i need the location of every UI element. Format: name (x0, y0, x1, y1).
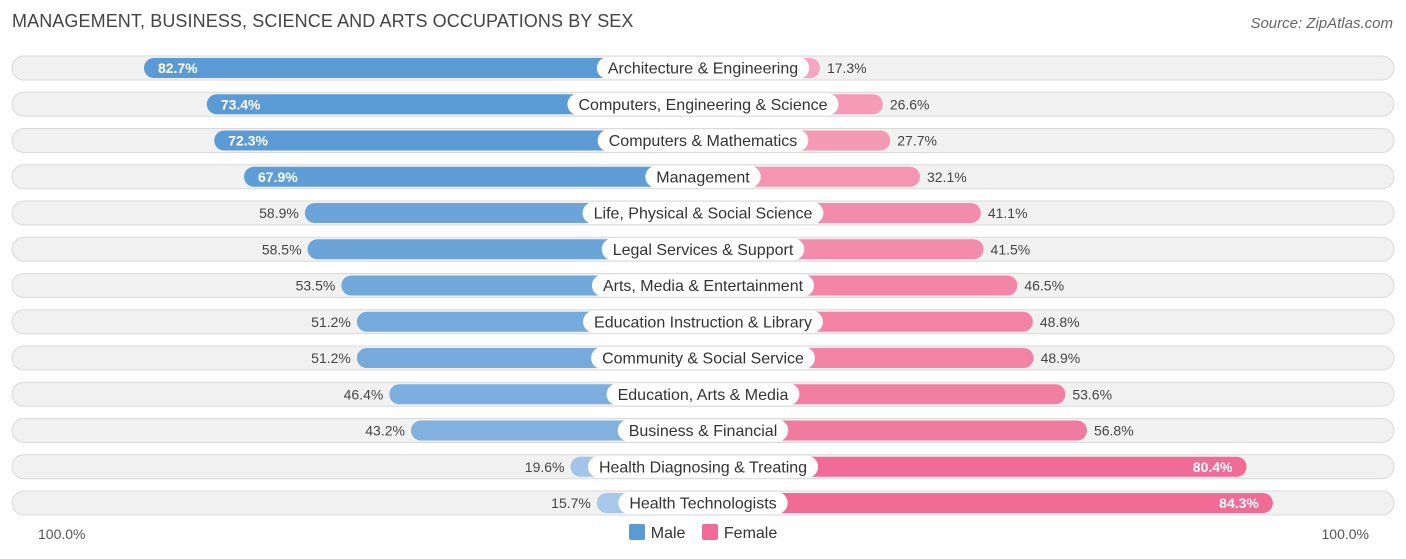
value-label-female: 41.5% (991, 241, 1031, 257)
value-label-male: 19.6% (525, 459, 565, 475)
value-label-female: 48.8% (1040, 314, 1080, 330)
value-label-female: 32.1% (927, 169, 967, 185)
category-pill (591, 274, 815, 297)
chart-row: 58.5% 41.5% Legal Services & Support (11, 236, 1395, 262)
axis-right-label: 100.0% (1321, 526, 1369, 542)
value-label-male: 53.5% (296, 278, 336, 294)
value-label-male: 58.9% (259, 205, 299, 221)
category-label: Education Instruction & Library (594, 314, 812, 331)
category-label: Computers, Engineering & Science (578, 97, 827, 114)
value-label-female: 53.6% (1072, 386, 1112, 402)
value-label-male: 73.4% (221, 96, 261, 112)
category-pill (583, 310, 823, 333)
category-pill (567, 93, 839, 116)
category-label: Arts, Media & Entertainment (603, 278, 804, 295)
value-label-male: 51.2% (311, 350, 351, 366)
category-label: Education, Arts & Media (618, 387, 789, 404)
value-label-male: 67.9% (258, 169, 298, 185)
chart-row: 51.2% 48.9% Community & Social Service (11, 345, 1395, 371)
bar-female (703, 493, 1273, 513)
chart-row: 15.7% 84.3% Health Technologists (11, 490, 1395, 516)
legend-item-male: Male (628, 524, 686, 543)
bar-male (243, 166, 703, 187)
category-label: Legal Services & Support (613, 242, 794, 259)
legend: Male Female (0, 524, 1406, 543)
bar-male (214, 130, 703, 151)
category-label: Architecture & Engineering (608, 61, 798, 78)
value-label-male: 82.7% (158, 60, 198, 76)
category-pill (582, 202, 824, 224)
category-label: Computers & Mathematics (609, 133, 798, 150)
category-label: Business & Financial (629, 423, 778, 440)
category-pill (597, 129, 809, 152)
chart-row: 19.6% 80.4% Health Diagnosing & Treating (11, 454, 1395, 480)
value-label-female: 41.1% (988, 205, 1028, 221)
category-label: Health Diagnosing & Treating (599, 459, 807, 476)
value-label-female: 17.3% (827, 60, 867, 76)
source-note: Source: ZipAtlas.com (1250, 15, 1393, 32)
value-label-male: 15.7% (551, 495, 591, 511)
value-label-male: 72.3% (228, 133, 268, 149)
legend-swatch-female (701, 524, 718, 540)
chart-row: 43.2% 56.8% Business & Financial (11, 418, 1395, 443)
value-label-male: 51.2% (311, 314, 351, 330)
category-pill (645, 165, 761, 188)
value-label-female: 84.3% (1219, 495, 1259, 511)
chart-row: 73.4% 26.6% Computers, Engineering & Scien… (11, 91, 1395, 117)
legend-item-female: Female (701, 524, 778, 543)
chart-row: 58.9% 41.1% Life, Physical & Social Scienc… (11, 200, 1395, 226)
value-label-male: 46.4% (344, 386, 384, 402)
chart-title: MANAGEMENT, BUSINESS, SCIENCE AND ARTS O… (12, 11, 634, 31)
category-pill (596, 57, 810, 79)
value-label-female: 56.8% (1094, 423, 1134, 439)
chart-row: 82.7% 17.3% Architecture & Engineering (11, 55, 1395, 81)
category-label: Health Technologists (629, 496, 776, 513)
bar-male (143, 58, 703, 78)
value-label-female: 80.4% (1193, 459, 1233, 475)
chart-row: 72.3% 27.7% Computers & Mathematics (11, 128, 1395, 153)
legend-label-male: Male (650, 525, 686, 542)
bar-female (703, 456, 1247, 477)
value-label-female: 46.5% (1024, 278, 1064, 294)
bar-female (703, 420, 1087, 441)
value-label-female: 48.9% (1041, 350, 1081, 366)
category-label: Life, Physical & Social Science (594, 206, 813, 223)
legend-swatch-male (628, 524, 645, 540)
value-label-male: 43.2% (365, 423, 405, 439)
chart-row: 46.4% 53.6% Education, Arts & Media (11, 381, 1395, 407)
value-label-female: 26.6% (890, 96, 930, 112)
category-pill (601, 238, 805, 261)
category-pill (617, 419, 789, 442)
category-pill (587, 455, 819, 478)
category-pill (606, 383, 800, 406)
category-label: Community & Social Service (602, 351, 804, 368)
category-label: Management (656, 169, 750, 186)
legend-label-female: Female (723, 525, 778, 542)
chart-row: 51.2% 48.8% Education Instruction & Librar… (11, 309, 1395, 335)
chart-row: 67.9% 32.1% Management (11, 164, 1395, 190)
value-label-male: 58.5% (262, 241, 302, 257)
axis-left-label: 100.0% (38, 526, 86, 542)
chart-row: 53.5% 46.5% Arts, Media & Entertainment (11, 273, 1395, 298)
category-pill (618, 492, 788, 514)
category-pill (591, 347, 815, 369)
value-label-female: 27.7% (897, 133, 937, 149)
